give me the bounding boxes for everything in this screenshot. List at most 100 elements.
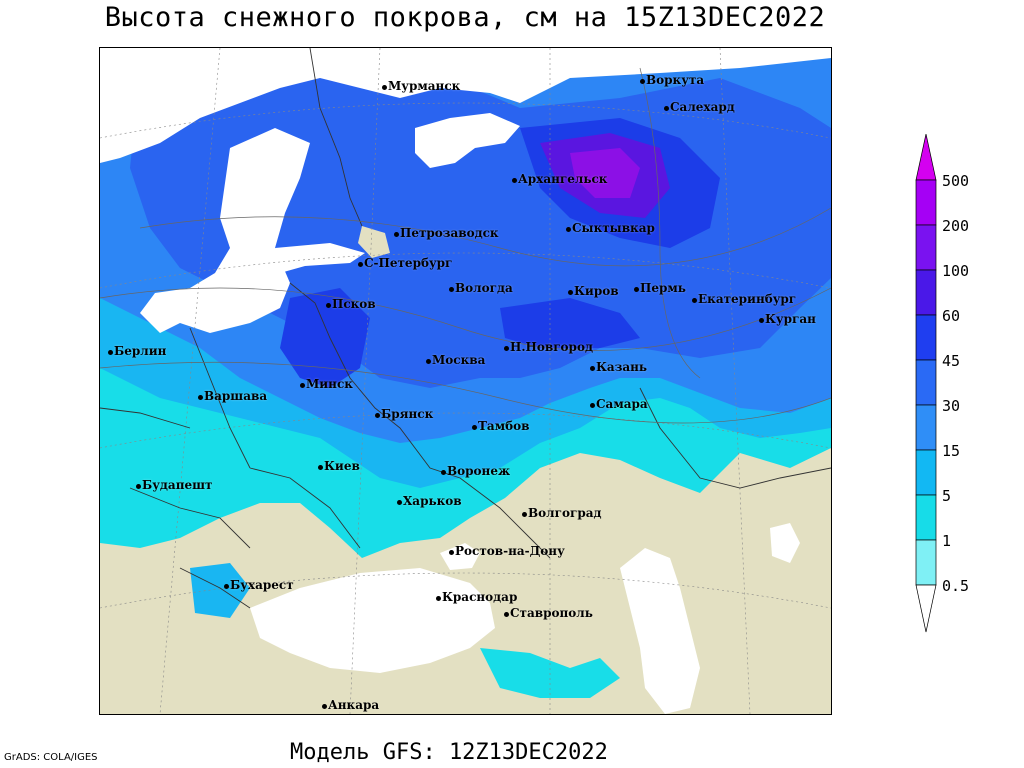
- city-marker: [512, 178, 517, 183]
- barents-sea: [100, 48, 831, 163]
- city-marker: [397, 500, 402, 505]
- city-label: Воронеж: [447, 464, 511, 478]
- city-label: Бухарест: [230, 578, 294, 592]
- caspian-sea: [620, 548, 700, 714]
- city-label: С-Петербург: [364, 256, 453, 270]
- city-label: Волгоград: [528, 506, 602, 520]
- colorbar-5: [915, 494, 937, 541]
- colorbar-label: 5: [942, 487, 952, 505]
- city-marker: [358, 262, 363, 267]
- city-marker: [436, 596, 441, 601]
- city-marker: [326, 303, 331, 308]
- colorbar-top-arrow: [915, 133, 937, 181]
- city-label: Псков: [332, 297, 376, 311]
- city-label: Киев: [324, 459, 360, 473]
- snow-deep-center: [500, 298, 640, 348]
- colorbar-label: 1: [942, 532, 952, 550]
- city-label: Н.Новгород: [510, 340, 593, 354]
- city-label: Вологда: [455, 281, 513, 295]
- map-title: Высота снежного покрова, см на 15Z13DEC2…: [104, 2, 826, 33]
- city-label: Екатеринбург: [698, 292, 797, 306]
- colorbar-label: 45: [942, 352, 961, 370]
- sea-of-azov: [440, 543, 480, 570]
- baltic-sea: [140, 128, 310, 333]
- borders: [100, 48, 831, 609]
- colorbar-label: 500: [942, 172, 970, 190]
- white-sea: [415, 113, 520, 168]
- colorbar-500: [915, 179, 937, 226]
- city-marker: [318, 465, 323, 470]
- city-label: Будапешт: [142, 478, 213, 492]
- city-marker: [375, 413, 380, 418]
- city-marker: [640, 79, 645, 84]
- city-marker: [692, 298, 697, 303]
- city-label: Самара: [596, 397, 648, 411]
- city-marker: [224, 584, 229, 589]
- city-marker: [300, 383, 305, 388]
- colorbar-60: [915, 314, 937, 361]
- city-label: Ростов-на-Дону: [455, 544, 565, 558]
- city-marker: [426, 359, 431, 364]
- city-marker: [441, 470, 446, 475]
- city-label: Берлин: [114, 344, 167, 358]
- colorbar-30: [915, 404, 937, 451]
- colorbar: [912, 133, 940, 634]
- city-label: Варшава: [204, 389, 268, 403]
- colorbar-1: [915, 539, 937, 586]
- gulf-of-finland: [275, 243, 365, 273]
- black-sea: [250, 568, 495, 673]
- city-marker: [108, 350, 113, 355]
- city-marker: [449, 550, 454, 555]
- city-marker: [136, 484, 141, 489]
- city-marker: [449, 287, 454, 292]
- colorbar-label: 200: [942, 217, 970, 235]
- city-marker: [382, 85, 387, 90]
- lake-ladoga: [358, 226, 390, 258]
- city-label: Москва: [432, 353, 486, 367]
- city-marker: [504, 346, 509, 351]
- city-label: Казань: [596, 360, 648, 374]
- city-marker: [590, 403, 595, 408]
- city-marker: [568, 290, 573, 295]
- colorbar-label: 0.5: [942, 577, 970, 595]
- city-label: Салехард: [670, 100, 735, 114]
- snow-balkan-patch: [190, 563, 250, 618]
- city-label: Минск: [306, 377, 353, 391]
- colorbar-45: [915, 359, 937, 406]
- city-label: Киров: [574, 284, 619, 298]
- snow-depth-map: [100, 48, 831, 714]
- city-label: Мурманск: [388, 79, 461, 93]
- city-marker: [322, 704, 327, 709]
- city-label: Пермь: [640, 281, 686, 295]
- city-marker: [759, 318, 764, 323]
- graticule: [100, 48, 831, 714]
- city-marker: [664, 106, 669, 111]
- map-area: Мурманск Воркута Салехард Архангельск Сыктыв…: [99, 47, 832, 715]
- colorbar-label: 30: [942, 397, 961, 415]
- city-marker: [566, 227, 571, 232]
- city-label: Петрозаводск: [400, 226, 499, 240]
- colorbar-100: [915, 269, 937, 316]
- city-label: Курган: [765, 312, 816, 326]
- city-label: Брянск: [381, 407, 434, 421]
- model-run-label: Модель GFS: 12Z13DEC2022: [290, 740, 608, 765]
- grads-credit: GrADS: COLA/IGES: [4, 752, 98, 763]
- city-label: Краснодар: [442, 590, 518, 604]
- city-label: Харьков: [403, 494, 462, 508]
- city-marker: [504, 612, 509, 617]
- snow-contours: [100, 67, 831, 424]
- colorbar-bottom-arrow: [915, 584, 937, 633]
- city-marker: [590, 366, 595, 371]
- snow-purple: [570, 148, 640, 198]
- colorbar-200: [915, 224, 937, 271]
- city-label: Архангельск: [518, 172, 608, 186]
- city-marker: [522, 512, 527, 517]
- colorbar-label: 60: [942, 307, 961, 325]
- city-marker: [394, 232, 399, 237]
- aral-sea: [770, 523, 800, 563]
- city-label: Тамбов: [478, 419, 530, 433]
- colorbar-label: 15: [942, 442, 961, 460]
- city-marker: [198, 395, 203, 400]
- city-label: Воркута: [646, 73, 705, 87]
- city-label: Анкара: [328, 698, 380, 712]
